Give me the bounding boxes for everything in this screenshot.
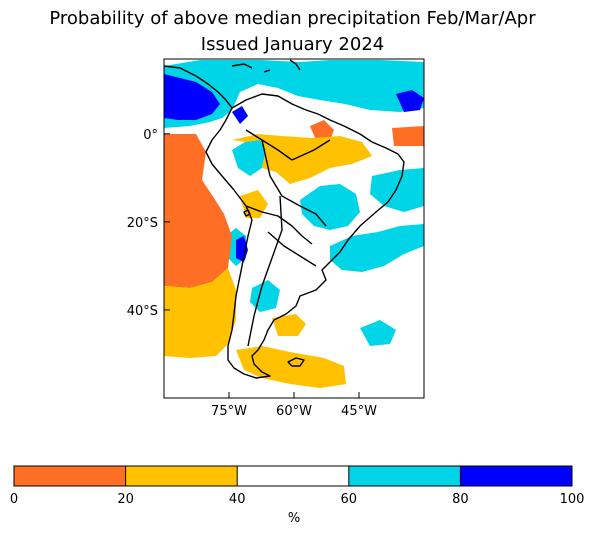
caribbean-islands [231,59,301,73]
colorbar-tick-label: 40 [229,492,246,507]
lon-tick-label: 75°W [211,404,247,419]
region-0-20-atlantic-equatorial [392,126,424,146]
colorbar-tick-label: 0 [10,492,18,507]
colorbar-bin [237,466,349,486]
region-0-20-pacific [164,134,232,288]
south-america-coast [205,93,405,379]
region-0-20-guianas [310,120,334,140]
colorbar-tick-label: 20 [117,492,134,507]
region-80-100-venezuela [232,106,248,124]
colorbar-tick-label: 100 [560,492,585,507]
region-80-100-pacific-north [164,74,220,120]
colorbar-bin [125,466,238,486]
colorbar-ticks: 0 20 40 60 80 100 [10,492,585,507]
region-20-40-pacific-south [164,268,236,358]
region-60-80-atlantic-south [330,224,424,272]
region-60-80-caribbean [164,60,424,128]
lake-titicaca [243,209,251,217]
colorbar-tick-label: 80 [452,492,469,507]
lat-tick-label: 0° [143,128,158,143]
country-borders [245,129,331,347]
colorbar-frame [13,465,573,487]
lon-tick-label: 45°W [341,404,377,419]
map-subtitle: Issued January 2024 [200,34,385,55]
latitude-ticks: 0° 20°S 40°S [127,128,170,319]
falkland-islands [287,357,305,367]
region-60-80-central-brazil [300,184,360,230]
region-60-80-amazon [232,140,266,176]
region-20-40-north-brazil [232,134,372,184]
region-60-80-patagonia [360,320,396,346]
colorbar-bin [348,466,461,486]
colorbar-tick-label: 60 [341,492,358,507]
lon-tick-label: 60°W [276,404,312,419]
coastlines [164,59,405,379]
region-60-80-brazil-east [370,168,424,212]
region-80-100-andes [236,236,248,262]
colorbar-unit-label: % [288,511,300,526]
longitude-ticks: 75°W 60°W 45°W [211,392,377,419]
lat-tick-label: 40°S [127,304,158,319]
colorbar [13,465,573,487]
central-america-coast [164,65,233,109]
map-title: Probability of above median precipitatio… [49,8,536,29]
colorbar-bin [14,466,126,486]
probability-field [164,59,424,398]
colorbar-bin [460,466,572,486]
region-80-100-atlantic-north [396,90,424,112]
region-20-40-argentina-mid [272,314,306,336]
lat-tick-label: 20°S [127,216,158,231]
